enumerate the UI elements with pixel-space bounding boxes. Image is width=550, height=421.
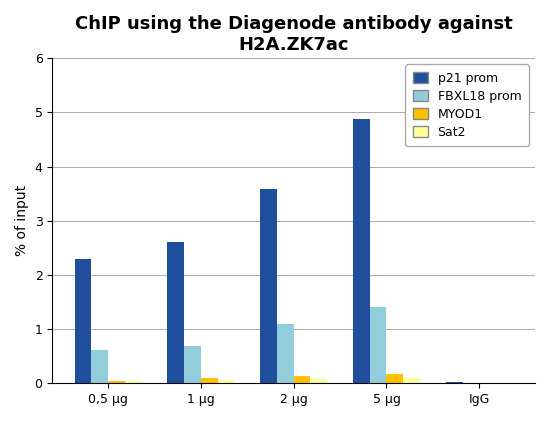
Bar: [125, 381, 141, 383]
Bar: [75, 258, 91, 383]
Title: ChIP using the Diagenode antibody against
H2A.ZK7ac: ChIP using the Diagenode antibody agains…: [75, 15, 513, 54]
Bar: [167, 242, 184, 383]
Bar: [446, 382, 463, 383]
Bar: [108, 381, 125, 383]
Bar: [370, 307, 387, 383]
Y-axis label: % of input: % of input: [15, 185, 29, 256]
Bar: [277, 324, 294, 383]
Bar: [201, 378, 217, 383]
Bar: [353, 119, 370, 383]
Bar: [184, 346, 201, 383]
Bar: [310, 379, 327, 383]
Bar: [403, 378, 420, 383]
Bar: [217, 380, 234, 383]
Bar: [91, 350, 108, 383]
Bar: [387, 373, 403, 383]
Legend: p21 prom, FBXL18 prom, MYOD1, Sat2: p21 prom, FBXL18 prom, MYOD1, Sat2: [405, 64, 529, 147]
Bar: [294, 376, 310, 383]
Bar: [260, 189, 277, 383]
